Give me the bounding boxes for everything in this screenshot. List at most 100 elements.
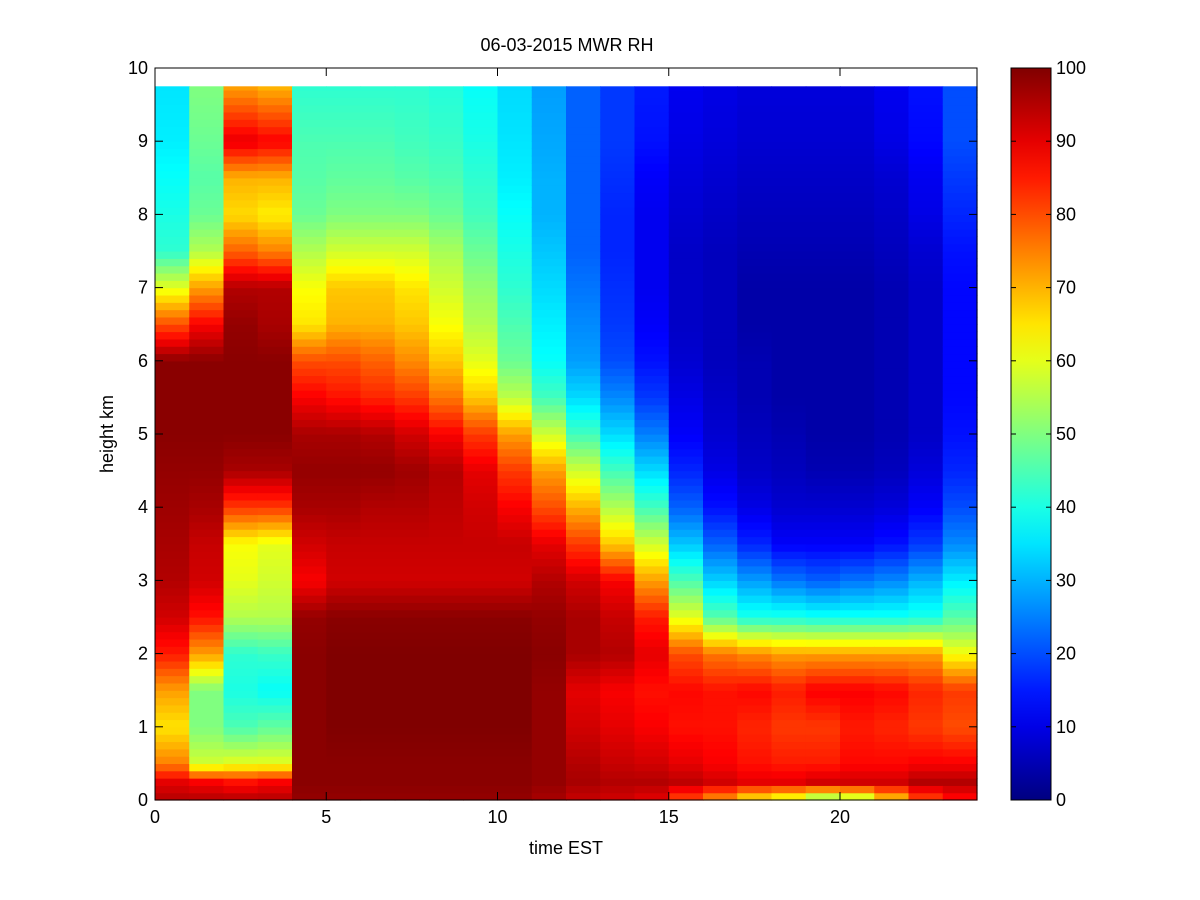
heatmap-cell: [566, 287, 601, 296]
heatmap-cell: [908, 682, 944, 691]
heatmap-cell: [223, 631, 259, 640]
heatmap-cell: [257, 792, 293, 801]
heatmap-cell: [737, 580, 773, 589]
heatmap-cell: [360, 529, 396, 538]
heatmap-cell: [840, 302, 875, 311]
heatmap-cell: [668, 536, 704, 545]
heatmap-cell: [497, 602, 533, 611]
heatmap-cell: [223, 675, 259, 684]
heatmap-cell: [429, 756, 464, 764]
heatmap-cell: [360, 353, 396, 362]
heatmap-cell: [257, 448, 293, 457]
heatmap-cell: [942, 426, 978, 435]
heatmap-cell: [908, 734, 944, 743]
heatmap-cell: [908, 521, 944, 530]
heatmap-cell: [908, 507, 944, 516]
heatmap-cell: [805, 177, 841, 186]
heatmap-cell: [155, 477, 190, 486]
heatmap-cell: [805, 477, 841, 486]
heatmap-cell: [737, 492, 773, 501]
heatmap-cell: [737, 331, 773, 340]
heatmap-cell: [703, 353, 738, 362]
heatmap-cell: [600, 580, 636, 589]
heatmap-cell: [360, 89, 396, 98]
heatmap-cell: [497, 177, 533, 186]
heatmap-cell: [874, 185, 910, 194]
heatmap-cell: [155, 653, 190, 662]
heatmap-cell: [223, 653, 259, 662]
heatmap-cell: [942, 631, 978, 640]
heatmap-cell: [805, 353, 841, 362]
heatmap-cell: [394, 492, 430, 501]
heatmap-cell: [463, 455, 499, 464]
heatmap-cell: [463, 646, 499, 655]
heatmap-cell: [326, 778, 362, 786]
heatmap-cell: [737, 624, 773, 633]
heatmap-cell: [189, 609, 225, 618]
heatmap-cell: [668, 89, 704, 98]
heatmap-cell: [463, 477, 499, 486]
heatmap-cell: [668, 697, 704, 706]
heatmap-cell: [874, 507, 910, 516]
heatmap-cell: [531, 251, 567, 259]
heatmap-cell: [600, 375, 636, 384]
heatmap-cell: [463, 624, 499, 633]
heatmap-cell: [292, 119, 327, 128]
heatmap-cell: [771, 763, 807, 772]
heatmap-cell: [292, 434, 327, 442]
heatmap-cell: [668, 646, 704, 655]
heatmap-cell: [908, 192, 944, 201]
colorbar: [1010, 67, 1052, 801]
heatmap-cell: [497, 587, 533, 596]
heatmap-cell: [566, 660, 601, 669]
heatmap-cell: [634, 155, 670, 164]
heatmap-cell: [737, 185, 773, 194]
heatmap-cell: [326, 565, 362, 574]
heatmap-cell: [292, 141, 327, 150]
heatmap-cell: [497, 624, 533, 633]
heatmap-cell: [360, 565, 396, 574]
heatmap-cell: [429, 712, 464, 721]
heatmap-cell: [737, 126, 773, 135]
heatmap-cell: [566, 390, 601, 398]
heatmap-cell: [155, 558, 190, 567]
heatmap-cell: [634, 287, 670, 296]
heatmap-cell: [497, 551, 533, 560]
heatmap-cell: [326, 646, 362, 655]
heatmap-cell: [257, 86, 293, 91]
heatmap-cell: [326, 748, 362, 757]
heatmap-cell: [463, 251, 499, 259]
heatmap-cell: [223, 660, 259, 669]
heatmap-cell: [771, 792, 807, 801]
heatmap-cell: [566, 126, 601, 135]
heatmap-cell: [292, 448, 327, 457]
heatmap-cell: [908, 778, 944, 786]
heatmap-cell: [703, 470, 738, 479]
heatmap-cell: [942, 580, 978, 589]
heatmap-cell: [600, 338, 636, 347]
heatmap-cell: [942, 229, 978, 237]
heatmap-cell: [805, 499, 841, 508]
heatmap-cell: [257, 214, 293, 223]
heatmap-cell: [840, 734, 875, 743]
heatmap-cell: [326, 521, 362, 530]
heatmap-cell: [223, 185, 259, 194]
heatmap-cell: [189, 155, 225, 164]
heatmap-cell: [326, 243, 362, 252]
heatmap-cell: [908, 346, 944, 355]
heatmap-cell: [497, 543, 533, 552]
heatmap-cell: [840, 221, 875, 230]
heatmap-cell: [805, 419, 841, 428]
heatmap-cell: [326, 89, 362, 98]
heatmap-cell: [326, 294, 362, 303]
heatmap-cell: [600, 529, 636, 538]
heatmap-cell: [805, 536, 841, 545]
heatmap-cell: [634, 602, 670, 611]
y-tick-label: 10: [128, 58, 148, 78]
heatmap-cell: [394, 463, 430, 472]
x-tick-label: 5: [321, 807, 331, 827]
heatmap-cell: [497, 558, 533, 567]
heatmap-cell: [668, 375, 704, 384]
heatmap-cell: [531, 360, 567, 369]
heatmap-cell: [531, 141, 567, 150]
